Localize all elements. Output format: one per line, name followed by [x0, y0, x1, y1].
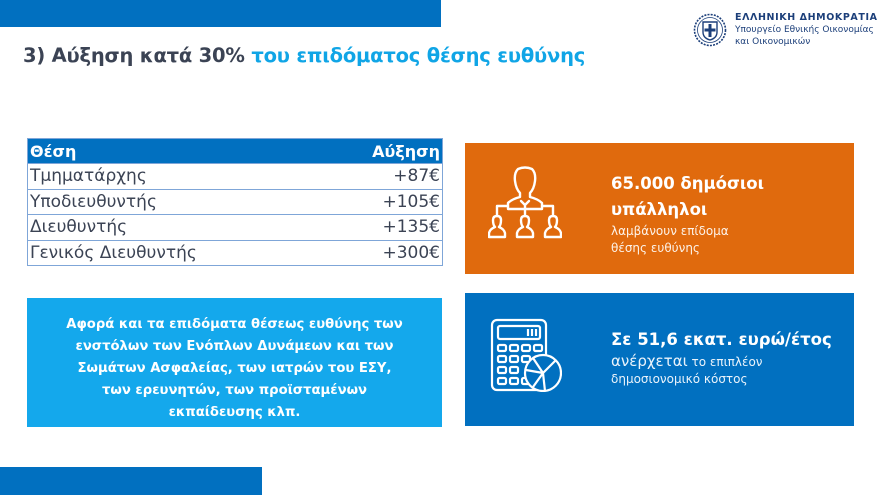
employees-desc-1: λαμβάνουν επίδομα	[611, 224, 729, 238]
fiscal-cost-card: Σε 51,6 εκατ. ευρώ/έτος ανέρχεται το επι…	[465, 293, 854, 426]
greek-coat-of-arms-icon	[693, 13, 727, 47]
logo-line-2: Υπουργείο Εθνικής Οικονομίας	[735, 25, 874, 35]
employees-desc-2: θέσης ευθύνης	[611, 241, 700, 255]
ministry-logo: ΕΛΛΗΝΙΚΗ ΔΗΜΟΚΡΑΤΙΑ Υπουργείο Εθνικής Οι…	[693, 12, 878, 48]
note-line: Αφορά και τα επιδόματα θέσεως ευθύνης τω…	[66, 317, 403, 332]
increase-cell: +300€	[382, 242, 440, 263]
allowance-increase-table: Θέση Αύξηση Τμηματάρχης +87€ Υποδιευθυντ…	[27, 138, 443, 266]
increase-cell: +87€	[393, 166, 440, 187]
note-line: των ερευνητών, των προϊσταμένων	[101, 383, 368, 398]
employees-label: υπάλληλοι	[611, 200, 708, 219]
cost-desc-2: δημοσιονομικό κόστος	[611, 372, 748, 386]
note-line: Σωμάτων Ασφαλείας, των ιατρών του ΕΣΥ,	[77, 361, 392, 376]
cost-desc-1: ανέρχεται το επιπλέον	[611, 353, 832, 371]
table-header-row: Θέση Αύξηση	[28, 139, 442, 163]
table-row: Διευθυντής +135€	[28, 214, 442, 240]
cost-verb: ανέρχεται	[611, 352, 688, 370]
increase-cell: +135€	[382, 217, 440, 238]
org-chart-people-icon	[488, 166, 562, 239]
position-cell: Τμηματάρχης	[30, 166, 147, 187]
position-cell: Διευθυντής	[30, 217, 128, 238]
table-row: Υποδιευθυντής +105€	[28, 188, 442, 215]
table-row: Τμηματάρχης +87€	[28, 163, 442, 189]
position-cell: Υποδιευθυντής	[30, 191, 157, 212]
position-cell: Γενικός Διευθυντής	[30, 242, 197, 263]
coverage-note-box: Αφορά και τα επιδόματα θέσεως ευθύνης τω…	[27, 298, 442, 427]
note-line: ενστόλων των Ενόπλων Δυνάμεων και των	[75, 339, 394, 354]
employees-card: 65.000 δημόσιοι υπάλληλοι λαμβάνουν επίδ…	[465, 143, 854, 274]
title-prefix: 3) Αύξηση κατά 30%	[23, 44, 245, 67]
cost-amount: Σε 51,6 εκατ. ευρώ/έτος	[611, 330, 832, 349]
logo-line-3: και Οικονομικών	[735, 37, 811, 47]
page-title: 3) Αύξηση κατά 30% του επιδόματος θέσης …	[23, 44, 585, 67]
logo-line-1: ΕΛΛΗΝΙΚΗ ΔΗΜΟΚΡΑΤΙΑ	[735, 12, 878, 23]
note-line: εκπαίδευσης κλπ.	[168, 405, 301, 420]
title-highlight: του επιδόματος θέσης ευθύνης	[251, 44, 586, 67]
cost-desc-rest: το επιπλέον	[687, 355, 763, 369]
employees-count: 65.000 δημόσιοι	[611, 174, 765, 193]
column-header-position: Θέση	[30, 141, 77, 161]
column-header-increase: Αύξηση	[372, 141, 440, 161]
table-row: Γενικός Διευθυντής +300€	[28, 239, 442, 266]
top-accent-bar	[0, 0, 441, 27]
increase-cell: +105€	[382, 191, 440, 212]
bottom-accent-bar	[0, 467, 262, 495]
calculator-pie-chart-icon	[490, 318, 562, 392]
